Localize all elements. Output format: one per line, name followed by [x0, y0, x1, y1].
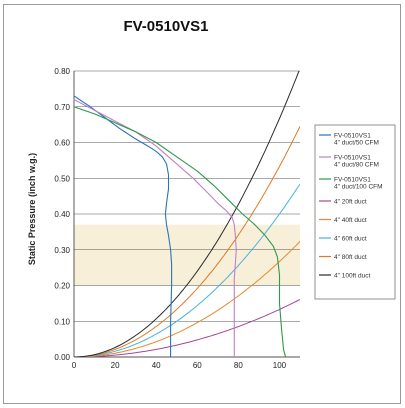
legend-item: 4" 20ft duct: [319, 199, 367, 206]
legend-box: [314, 124, 396, 300]
legend-label: 4" duct/80 CFM: [334, 162, 379, 169]
legend-label: 4" 60ft duct: [334, 236, 367, 243]
x-tick-label: 0: [72, 361, 77, 370]
legend-item: 4" 60ft duct: [319, 236, 367, 243]
x-tick-label: 40: [152, 361, 161, 370]
legend-label: 4" 80ft duct: [334, 254, 367, 261]
y-tick-label: 0.70: [54, 103, 70, 112]
chart: FV-0510VS1 Static Pressure (inch w.g.) 0…: [27, 18, 396, 370]
duct-curve-1: [74, 299, 300, 357]
duct-curve-5: [74, 71, 300, 357]
legend-item: 4" 100ft duct: [319, 273, 370, 280]
x-tick-label: 60: [193, 361, 202, 370]
y-tick-label: 0.20: [54, 282, 70, 291]
duct-curve-3: [74, 183, 300, 357]
duct-curve-4: [74, 126, 300, 357]
legend-label: FV-0510VS1: [334, 133, 371, 140]
y-tick-label: 0.60: [54, 139, 70, 148]
y-tick-label: 0.40: [54, 210, 70, 219]
duct-curve-2: [74, 241, 300, 357]
fan-curve-3: [74, 106, 287, 357]
y-tick-label: 0.10: [54, 317, 70, 326]
fan-curve-1: [74, 95, 173, 357]
legend-label: FV-0510VS1: [334, 177, 371, 184]
legend-label: 4" 40ft duct: [334, 217, 367, 224]
x-tick-label: 80: [234, 361, 243, 370]
operating-band: [74, 224, 300, 286]
plot-area: 0.00 0.10 0.20 0.30 0.40 0.50 0.60 0.70 0.80 0 20 4…: [54, 67, 300, 370]
legend-label: FV-0510VS1: [334, 155, 371, 162]
y-tick-label: 0.30: [54, 246, 70, 255]
y-tick-label: 0.80: [54, 67, 70, 76]
y-tick-label: 0.00: [54, 353, 70, 362]
y-tick-label: 0.50: [54, 174, 70, 183]
legend-item: 4" 80ft duct: [319, 254, 367, 261]
chart-frame: FV-0510VS1 Static Pressure (inch w.g.) 0…: [3, 4, 401, 404]
legend-label: 4" 20ft duct: [334, 199, 367, 206]
x-tick-label: 20: [111, 361, 120, 370]
legend-label: 4" 100ft duct: [334, 273, 370, 280]
legend-label: 4" duct/100 CFM: [334, 184, 383, 191]
chart-title: FV-0510VS1: [123, 18, 208, 35]
y-axis-label: Static Pressure (inch w.g.): [27, 153, 37, 265]
legend-label: 4" duct/50 CFM: [334, 140, 379, 147]
legend-item: 4" 40ft duct: [319, 217, 367, 224]
x-tick-label: 100: [273, 361, 287, 370]
